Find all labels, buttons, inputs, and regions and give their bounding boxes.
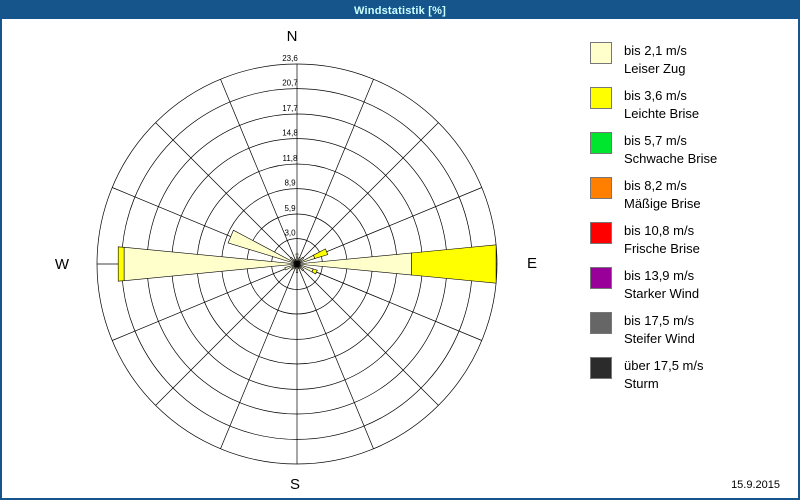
grid-spoke [220,263,298,449]
legend-swatch [590,132,612,154]
legend-name-label: Schwache Brise [624,151,718,166]
legend-item: bis 10,8 m/s Frische Brise [590,222,790,258]
petal-SE [296,263,304,271]
legend-text: bis 10,8 m/s Frische Brise [624,222,700,258]
petal-W [117,246,125,282]
legend-name-label: Frische Brise [624,241,700,256]
legend: bis 2,1 m/s Leiser Zug bis 3,6 m/s Leichte … [590,42,790,402]
grid-spoke [296,187,482,265]
ring-label: 17,7 [282,104,298,113]
legend-name-label: Mäßige Brise [624,196,701,211]
legend-text: bis 3,6 m/s Leichte Brise [624,87,699,123]
legend-swatch [590,222,612,244]
compass-label-w: W [54,256,70,273]
petal-NE [296,257,304,265]
petal-ENE [313,248,329,259]
legend-speed-label: bis 8,2 m/s [624,178,687,193]
petal-NNE [296,257,301,265]
petal-NW [290,257,298,265]
legend-text: bis 13,9 m/s Starker Wind [624,267,699,303]
grid-spoke [296,263,439,406]
petal-SW [291,263,298,270]
petal-ESE [311,268,318,275]
petal-SSW [294,263,298,270]
petal-N [295,253,299,265]
legend-text: über 17,5 m/s Sturm [624,357,704,393]
legend-swatch [590,312,612,334]
petal-WSW [284,263,298,271]
legend-swatch [590,87,612,109]
grid-spoke [296,263,482,341]
legend-swatch [590,267,612,289]
legend-item: bis 13,9 m/s Starker Wind [590,267,790,303]
legend-swatch [590,42,612,64]
grid-spoke [296,122,439,265]
ring-label: 11,8 [283,154,299,163]
grid-spoke [112,263,298,341]
legend-text: bis 8,2 m/s Mäßige Brise [624,177,701,213]
ring-label: 8,9 [284,179,296,188]
legend-item: bis 8,2 m/s Mäßige Brise [590,177,790,213]
legend-name-label: Sturm [624,376,659,391]
petal-WNW [227,229,298,265]
petal-SSE [296,263,300,270]
window-title: Windstatistik [%] [354,4,446,17]
grid-spoke [296,79,374,265]
legend-speed-label: bis 3,6 m/s [624,88,687,103]
legend-item: über 17,5 m/s Sturm [590,357,790,393]
legend-speed-label: bis 2,1 m/s [624,43,687,58]
legend-text: bis 2,1 m/s Leiser Zug [624,42,687,78]
legend-speed-label: über 17,5 m/s [624,358,704,373]
title-bar[interactable]: Windstatistik [%] [2,2,798,19]
grid-spoke [155,122,298,265]
petal-E [411,244,497,284]
legend-speed-label: bis 13,9 m/s [624,268,695,283]
legend-item: bis 2,1 m/s Leiser Zug [590,42,790,78]
date-label: 15.9.2015 [731,479,780,491]
compass-label-n: N [286,28,298,45]
wind-rose-chart: 3,0 5,9 8,9 11,8 14,8 17,7 20,7 23,6 [96,54,498,465]
legend-name-label: Starker Wind [624,286,700,301]
legend-name-label: Leichte Brise [624,106,700,121]
legend-swatch [590,177,612,199]
ring-label: 5,9 [284,204,296,213]
grid-spoke [220,79,298,265]
legend-speed-label: bis 5,7 m/s [624,133,687,148]
ring-label: 14,8 [282,129,298,138]
legend-name-label: Steifer Wind [624,331,695,346]
compass-label-e: E [526,255,538,272]
legend-item: bis 3,6 m/s Leichte Brise [590,87,790,123]
legend-item: bis 17,5 m/s Steifer Wind [590,312,790,348]
legend-text: bis 17,5 m/s Steifer Wind [624,312,695,348]
grid-spoke [155,263,298,406]
legend-text: bis 5,7 m/s Schwache Brise [624,132,717,168]
legend-swatch [590,357,612,379]
grid-spoke [296,263,374,449]
petal-S [295,263,299,273]
petal-NNW [294,258,298,265]
ring-label: 23,6 [282,54,298,63]
ring-label: 3,0 [284,229,296,238]
legend-speed-label: bis 17,5 m/s [624,313,695,328]
ring-label: 20,7 [282,79,298,88]
legend-item: bis 5,7 m/s Schwache Brise [590,132,790,168]
legend-speed-label: bis 10,8 m/s [624,223,695,238]
legend-name-label: Leiser Zug [624,61,686,76]
compass-label-s: S [289,476,301,493]
